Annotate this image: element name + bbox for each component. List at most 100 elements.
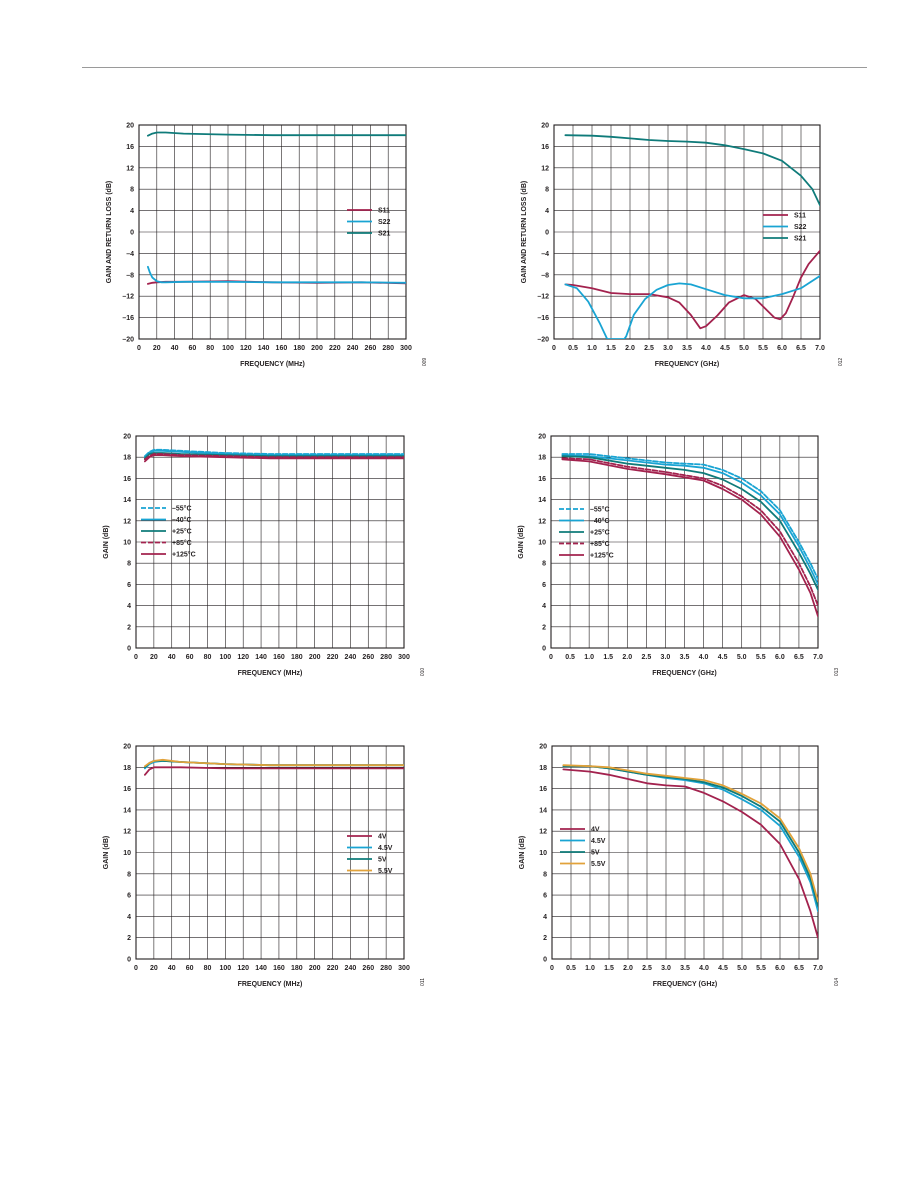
y-tick-label: 20 <box>126 123 134 130</box>
x-tick-label: 4.5 <box>718 965 728 972</box>
series-line <box>562 765 818 907</box>
y-tick-label: 0 <box>542 646 546 653</box>
x-tick-label: 4.0 <box>699 654 709 661</box>
x-tick-label: 140 <box>258 345 270 352</box>
series-line <box>561 454 818 586</box>
x-tick-label: 1.5 <box>604 965 614 972</box>
x-tick-label: 0.5 <box>565 654 575 661</box>
legend-label: +25°C <box>172 528 192 536</box>
x-tick-label: 300 <box>398 654 410 661</box>
series-line <box>561 457 818 607</box>
x-tick-label: 280 <box>380 654 392 661</box>
x-tick-label: 1.0 <box>585 965 595 972</box>
figure-number: 010 <box>420 668 426 677</box>
y-tick-label: 14 <box>123 807 131 814</box>
y-tick-label: 0 <box>545 230 549 237</box>
y-tick-label: –4 <box>541 251 549 258</box>
y-tick-label: 8 <box>543 871 547 878</box>
legend-label: 4V <box>591 827 600 834</box>
y-tick-label: 6 <box>543 893 547 900</box>
x-tick-label: 2.0 <box>625 345 635 352</box>
x-tick-label: 1.5 <box>603 654 613 661</box>
y-tick-label: –20 <box>122 337 134 344</box>
x-tick-label: 160 <box>276 345 288 352</box>
x-tick-label: 5.5 <box>758 345 768 352</box>
legend-label: S21 <box>378 231 391 238</box>
y-tick-label: 16 <box>126 144 134 151</box>
legend: 4V 4.5V 5V 5.5V <box>347 834 393 875</box>
y-tick-label: 0 <box>127 646 131 653</box>
x-tick-label: 80 <box>204 654 212 661</box>
x-tick-label: 260 <box>365 345 377 352</box>
x-tick-label: 0.5 <box>568 345 578 352</box>
x-tick-label: 0 <box>134 654 138 661</box>
series-line <box>143 453 404 461</box>
x-tick-label: 1.5 <box>606 345 616 352</box>
y-tick-label: 12 <box>539 829 547 836</box>
x-tick-label: 40 <box>168 965 176 972</box>
legend-label: –40°C <box>590 517 610 525</box>
chart-6: 0 0.5 1.0 1.5 2.0 2.5 3.0 3.5 4.0 4.5 5.0 5.5 6.0 6.5… <box>519 744 840 989</box>
legend-label: 4.5V <box>378 845 393 852</box>
series-line <box>564 134 820 207</box>
series-group <box>562 764 818 939</box>
x-tick-label: 7.0 <box>815 345 825 352</box>
x-tick-label: 140 <box>255 965 267 972</box>
y-axis-label: GAIN (dB) <box>519 836 526 869</box>
x-axis-label: FREQUENCY (MHz) <box>240 361 305 368</box>
series-line <box>561 455 818 591</box>
x-tick-label: 3.0 <box>663 345 673 352</box>
y-tick-label: 18 <box>538 455 546 462</box>
y-tick-label: 8 <box>127 871 131 878</box>
y-axis-label: GAIN AND RETURN LOSS (dB) <box>521 181 528 283</box>
x-tick-label: 1.0 <box>587 345 597 352</box>
y-tick-label: 2 <box>542 624 546 631</box>
series-line <box>562 768 818 939</box>
series-group <box>143 758 404 776</box>
x-tick-label: 0 <box>134 965 138 972</box>
y-tick-label: –20 <box>537 337 549 344</box>
y-tick-label: 2 <box>127 624 131 631</box>
legend-label: 5.5V <box>378 868 393 875</box>
x-tick-label: 0 <box>137 345 141 352</box>
figure-number: 012 <box>838 358 844 367</box>
y-tick-label: 18 <box>123 455 131 462</box>
y-axis-label: GAIN (dB) <box>518 525 525 558</box>
x-tick-label: 200 <box>309 654 321 661</box>
x-tick-label: 260 <box>362 654 374 661</box>
series-line <box>143 454 404 463</box>
y-tick-label: –12 <box>537 294 549 301</box>
x-tick-label: 220 <box>327 654 339 661</box>
x-tick-label: 4.0 <box>699 965 709 972</box>
y-tick-label: 8 <box>545 187 549 194</box>
x-axis-label: FREQUENCY (GHz) <box>652 670 716 677</box>
x-tick-label: 80 <box>204 965 212 972</box>
x-tick-label: 2.0 <box>622 654 632 661</box>
y-tick-label: 20 <box>123 744 131 751</box>
y-tick-label: 10 <box>539 850 547 857</box>
x-tick-label: 240 <box>347 345 359 352</box>
y-tick-label: 4 <box>543 914 547 921</box>
series-line <box>146 265 406 284</box>
y-tick-label: 20 <box>539 744 547 751</box>
series-line <box>143 449 404 459</box>
y-tick-label: 4 <box>127 603 131 610</box>
legend-label: S22 <box>794 224 807 231</box>
figure-number: 013 <box>834 668 840 677</box>
x-tick-label: 240 <box>345 654 357 661</box>
x-tick-label: 40 <box>168 654 176 661</box>
y-tick-label: 14 <box>123 497 131 504</box>
legend-label: +85°C <box>590 540 610 548</box>
x-tick-label: 6.5 <box>794 654 804 661</box>
x-tick-label: 4.0 <box>701 345 711 352</box>
y-tick-label: 6 <box>127 893 131 900</box>
legend-label: S21 <box>794 236 807 243</box>
series-line <box>561 453 818 580</box>
legend-label: +25°C <box>590 529 610 537</box>
chart-1: 0 20 40 60 80 100 120 140 160 180 200 220 240 260 280 3… <box>106 123 428 369</box>
x-tick-label: 7.0 <box>813 965 823 972</box>
y-tick-label: 10 <box>123 850 131 857</box>
x-tick-label: 160 <box>273 654 285 661</box>
legend-label: S11 <box>794 213 806 220</box>
x-tick-label: 5.0 <box>737 654 747 661</box>
